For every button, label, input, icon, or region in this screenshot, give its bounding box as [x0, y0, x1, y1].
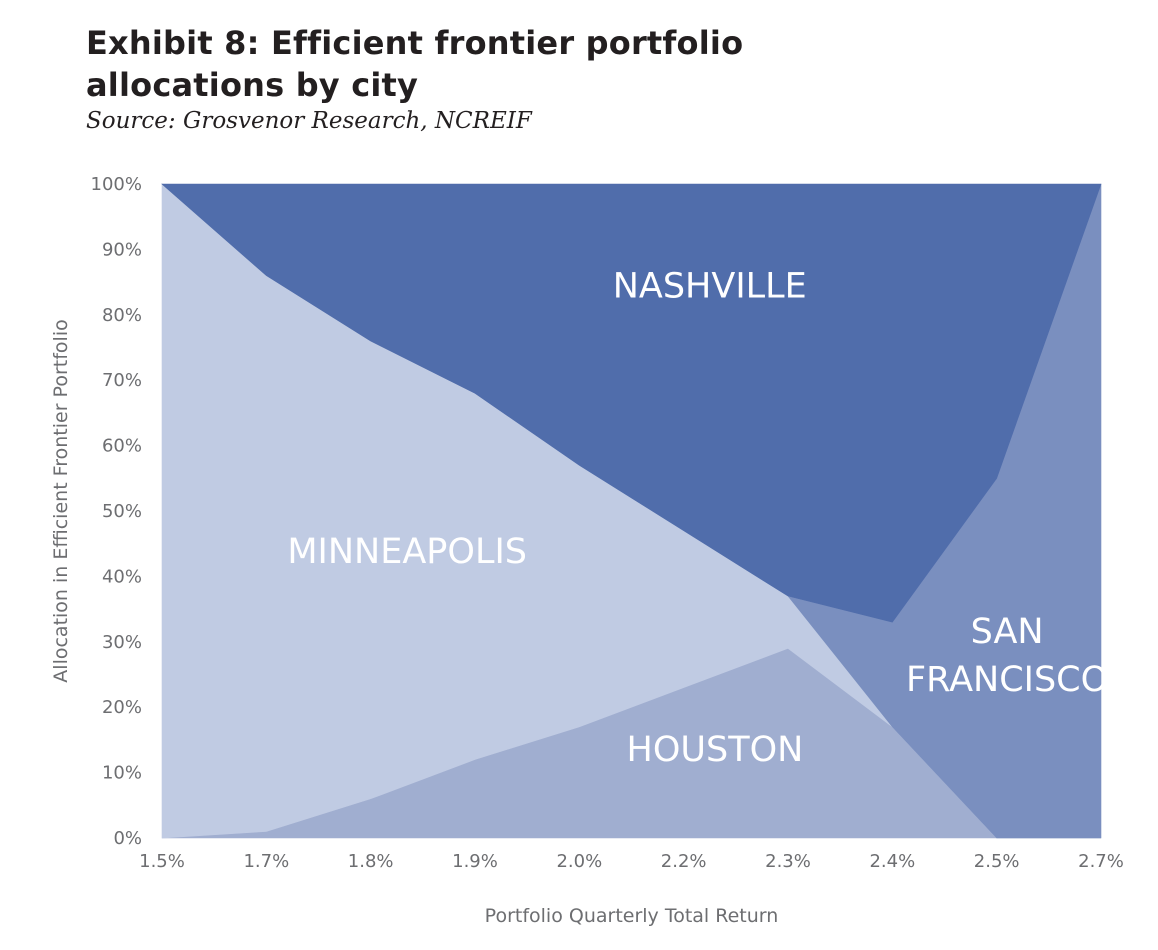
- chart-title-line-1: Exhibit 8: Efficient frontier portfolio: [86, 24, 744, 62]
- chart-subtitle: Source: Grosvenor Research, NCREIF: [86, 108, 532, 134]
- x-tick-label: 1.5%: [139, 851, 185, 872]
- x-axis-label: Portfolio Quarterly Total Return: [485, 905, 779, 927]
- y-tick-label: 60%: [102, 436, 142, 457]
- y-tick-label: 100%: [91, 174, 142, 195]
- y-tick-label: 40%: [102, 566, 142, 587]
- y-tick-label: 80%: [102, 305, 142, 326]
- area-label-nashville: NASHVILLE: [613, 267, 807, 307]
- area-nashville: [161, 183, 1102, 623]
- area-label-minneapolis: MINNEAPOLIS: [287, 532, 527, 572]
- chart-title-line-2: allocations by city: [86, 66, 419, 104]
- x-tick-label: 1.9%: [452, 851, 498, 872]
- y-tick-label: 0%: [113, 828, 142, 849]
- chart-title: Exhibit 8: Efficient frontier portfolio …: [86, 22, 743, 106]
- x-tick-label: 2.4%: [869, 851, 915, 872]
- y-tick-label: 50%: [102, 501, 142, 522]
- area-label-houston: HOUSTON: [627, 730, 804, 770]
- x-tick-label: 2.3%: [765, 851, 811, 872]
- y-tick-label: 30%: [102, 632, 142, 653]
- x-tick-label: 2.5%: [974, 851, 1020, 872]
- y-tick-label: 90%: [102, 239, 142, 260]
- y-tick-label: 20%: [102, 697, 142, 718]
- y-tick-label: 10%: [102, 763, 142, 784]
- area-label-san-francisco: SAN: [971, 612, 1044, 652]
- y-tick-label: 70%: [102, 370, 142, 391]
- x-tick-label: 1.7%: [243, 851, 289, 872]
- x-tick-label: 2.0%: [556, 851, 602, 872]
- x-tick-label: 2.7%: [1078, 851, 1124, 872]
- x-tick-label: 2.2%: [661, 851, 707, 872]
- y-axis-label: Allocation in Efficient Frontier Portfol…: [50, 319, 72, 682]
- x-tick-label: 1.8%: [348, 851, 394, 872]
- area-label-san-francisco: FRANCISCO: [906, 660, 1108, 700]
